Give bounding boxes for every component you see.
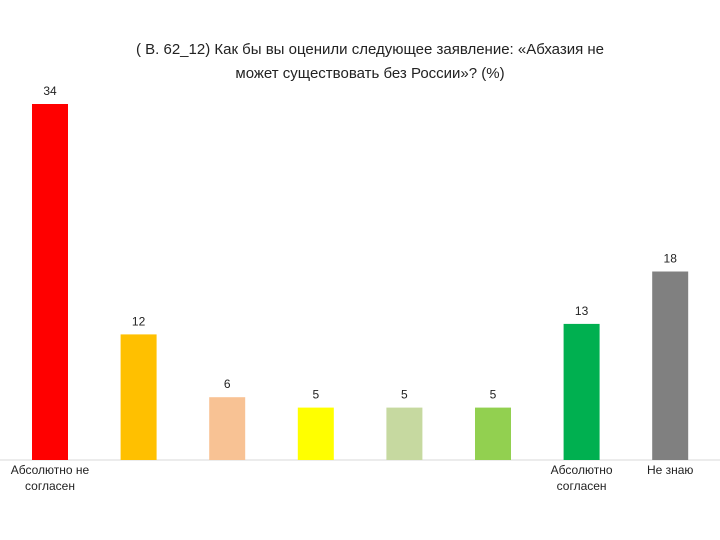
value-label-4: 5 bbox=[312, 388, 319, 402]
chart-title-line-2: может существовать без России»? (%) bbox=[235, 65, 505, 82]
value-label-6: 5 bbox=[490, 388, 497, 402]
bar-4 bbox=[297, 407, 334, 460]
bars-layer bbox=[32, 104, 689, 460]
chart-title: ( В. 62_12) Как бы вы оценили следующее … bbox=[70, 38, 670, 86]
bar-6 bbox=[475, 407, 511, 460]
bar-5 bbox=[386, 407, 423, 460]
bar-2 bbox=[120, 334, 157, 460]
value-labels-layer: 34 12 6 5 5 5 13 18 bbox=[43, 84, 677, 402]
category-label-1-line-2: согласен bbox=[25, 479, 75, 493]
category-label-7-line-2: согласен bbox=[557, 479, 607, 493]
category-label-7-line-1: Абсолютно bbox=[551, 463, 613, 477]
bar-7 bbox=[563, 323, 600, 460]
bar-3 bbox=[209, 397, 246, 460]
category-labels-layer: Абсолютно не согласен Абсолютно согласен Не … bbox=[11, 463, 694, 493]
value-label-1: 34 bbox=[43, 84, 57, 98]
category-label-1-line-1: Абсолютно не bbox=[11, 463, 90, 477]
value-label-3: 6 bbox=[224, 377, 231, 391]
value-label-7: 13 bbox=[575, 304, 589, 318]
bar-8 bbox=[652, 271, 689, 460]
value-label-5: 5 bbox=[401, 388, 408, 402]
chart-title-line-1: ( В. 62_12) Как бы вы оценили следующее … bbox=[135, 41, 605, 58]
value-label-8: 18 bbox=[664, 252, 678, 266]
category-label-8-line-1: Не знаю bbox=[647, 463, 693, 477]
bar-1 bbox=[32, 104, 68, 460]
value-label-2: 12 bbox=[132, 314, 146, 328]
